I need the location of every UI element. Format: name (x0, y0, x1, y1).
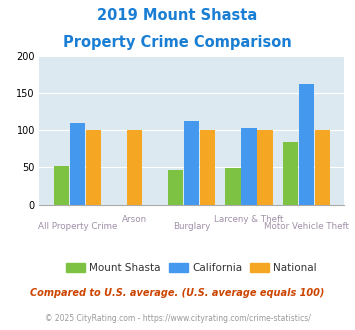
Text: Burglary: Burglary (173, 222, 210, 231)
Bar (86, 130, 101, 205)
Text: All Property Crime: All Property Crime (38, 222, 117, 231)
Bar (54, 166, 69, 205)
Bar (70, 123, 85, 205)
Bar (257, 130, 273, 205)
Bar (225, 168, 241, 205)
Bar (127, 130, 142, 205)
Text: 2019 Mount Shasta: 2019 Mount Shasta (97, 8, 258, 23)
Text: Arson: Arson (122, 215, 147, 224)
Text: Property Crime Comparison: Property Crime Comparison (63, 35, 292, 50)
Text: Compared to U.S. average. (U.S. average equals 100): Compared to U.S. average. (U.S. average … (30, 288, 325, 298)
Text: Larceny & Theft: Larceny & Theft (214, 215, 284, 224)
Text: Motor Vehicle Theft: Motor Vehicle Theft (264, 222, 349, 231)
Legend: Mount Shasta, California, National: Mount Shasta, California, National (62, 259, 321, 278)
Text: © 2025 CityRating.com - https://www.cityrating.com/crime-statistics/: © 2025 CityRating.com - https://www.city… (45, 314, 310, 323)
Bar (168, 170, 183, 205)
Bar (315, 130, 330, 205)
Bar (200, 130, 215, 205)
Bar (184, 121, 200, 205)
Bar (241, 128, 257, 205)
Bar (283, 142, 298, 205)
Bar (299, 83, 314, 205)
